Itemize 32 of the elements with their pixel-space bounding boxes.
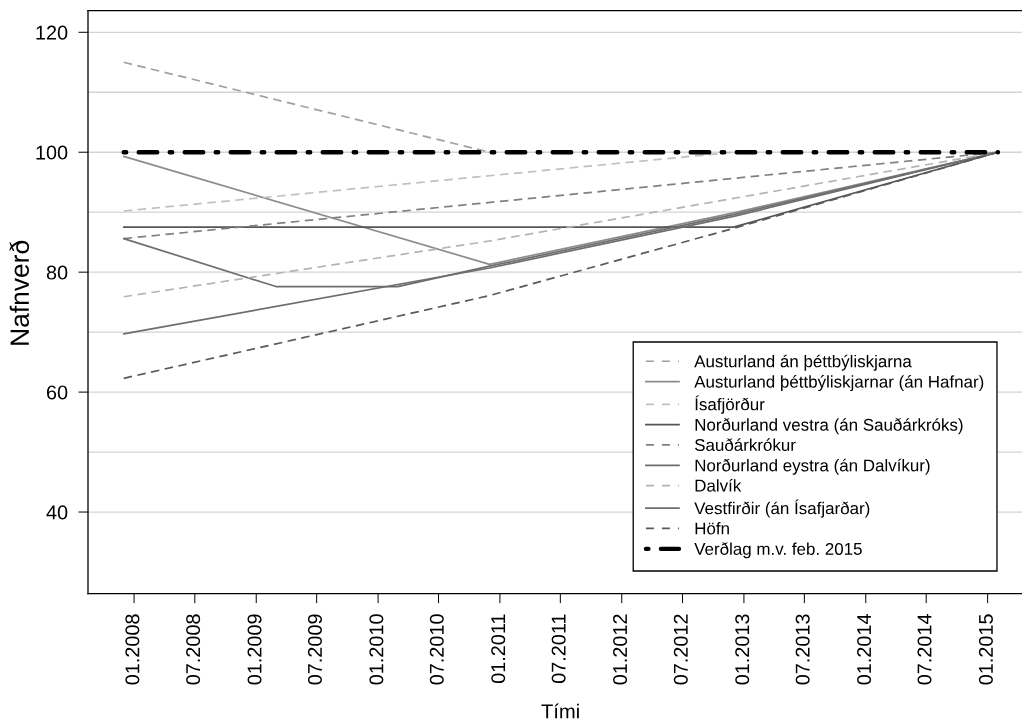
x-tick-label: 01.2015 xyxy=(978,614,993,685)
x-tick-label: 07.2011 xyxy=(551,614,566,684)
x-tick-label: 07.2010 xyxy=(429,614,444,685)
y-tick-label: 120 xyxy=(36,25,68,40)
y-tick-label: 100 xyxy=(36,145,68,160)
x-tick-label: 07.2008 xyxy=(186,614,201,685)
x-tick-label: 07.2012 xyxy=(673,614,688,685)
x-tick-label: 07.2014 xyxy=(917,614,932,685)
legend-label: Ísafjörður xyxy=(695,395,765,414)
x-tick-label: 01.2009 xyxy=(247,614,262,685)
legend-label: Vestfirðir (án Ísafjarðar) xyxy=(694,499,870,518)
y-axis-title: Nafnverð xyxy=(9,240,30,345)
legend-label: Sauðárkrókur xyxy=(694,438,796,452)
legend-label: Verðlag m.v. feb. 2015 xyxy=(694,542,862,559)
legend-label: Austurland án þéttbýliskjarna xyxy=(694,354,912,371)
legend-label: Norðurland vestra (án Sauðárkróks) xyxy=(695,418,963,435)
x-tick-label: 07.2009 xyxy=(307,614,322,685)
y-tick-label: 60 xyxy=(47,385,68,400)
legend-label: Dalvík xyxy=(695,479,742,492)
y-tick-label: 40 xyxy=(46,505,68,520)
legend-label: Höfn xyxy=(695,522,729,535)
x-tick-label: 01.2008 xyxy=(125,614,140,685)
x-tick-label: 01.2010 xyxy=(369,614,384,685)
x-tick-label: 01.2012 xyxy=(613,614,628,685)
legend-label: Austurland þéttbýliskjarnar (án Hafnar) xyxy=(694,375,984,392)
x-axis-title: Tími xyxy=(541,703,579,719)
x-tick-label: 01.2014 xyxy=(857,614,872,685)
legend-label: Norðurland eystra (án Dalvíkur) xyxy=(695,458,930,475)
y-tick-label: 80 xyxy=(46,265,68,280)
x-tick-label: 07.2013 xyxy=(795,614,810,685)
x-tick-label: 01.2013 xyxy=(735,614,750,685)
x-tick-label: 01.2011 xyxy=(491,614,506,684)
